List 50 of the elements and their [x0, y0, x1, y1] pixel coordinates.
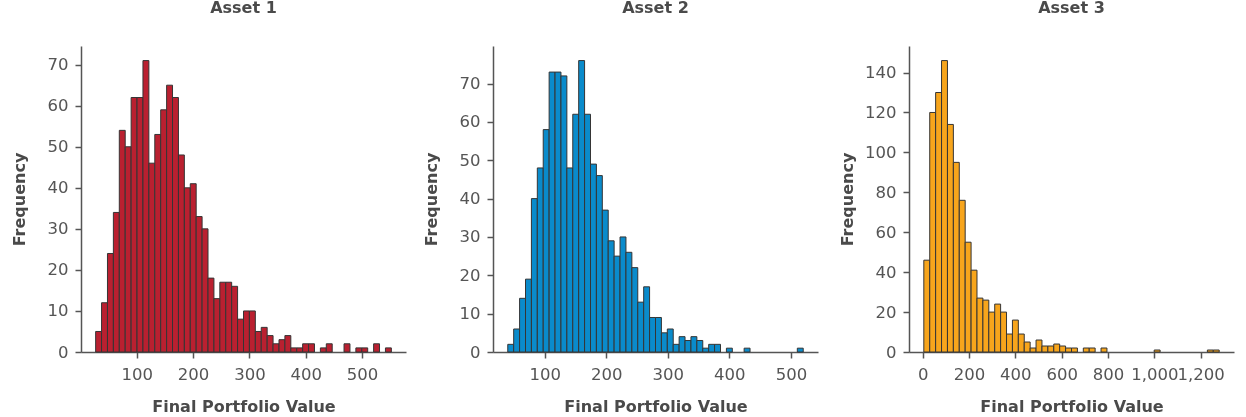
- y-tick-label: 120: [865, 102, 897, 122]
- y-axis-title: Frequency: [421, 152, 441, 247]
- x-tick-label: 400: [714, 364, 746, 384]
- x-tick-label: 800: [1092, 364, 1125, 384]
- x-tick-label: 100: [529, 364, 561, 384]
- y-tick-label: 0: [58, 342, 69, 362]
- y-tick-label: 50: [459, 150, 481, 170]
- y-tick-label: 20: [47, 260, 69, 280]
- y-tick-label: 140: [865, 63, 897, 83]
- x-tick-label: 200: [591, 364, 623, 384]
- x-tick-label: 200: [953, 364, 986, 384]
- y-tick-label: 60: [47, 96, 69, 116]
- y-tick-label: 0: [470, 342, 481, 362]
- y-tick-label: 50: [47, 137, 69, 157]
- y-tick-label: 70: [459, 74, 481, 94]
- x-tick-label: 400: [1000, 364, 1032, 384]
- y-tick-label: 0: [886, 342, 897, 362]
- x-tick-label: 1,200: [1177, 364, 1225, 384]
- y-tick-label: 20: [875, 302, 897, 322]
- y-tick-label: 30: [47, 219, 69, 239]
- x-tick-label: 300: [234, 364, 266, 384]
- y-tick-label: 60: [459, 112, 481, 132]
- y-tick-label: 20: [459, 265, 481, 285]
- x-tick-label: 1,000: [1131, 364, 1179, 384]
- chart-title: Asset 2: [622, 0, 689, 17]
- chart-title: Asset 3: [1038, 0, 1105, 17]
- y-tick-label: 30: [459, 227, 481, 247]
- x-tick-label: 500: [775, 364, 808, 384]
- y-tick-label: 40: [47, 178, 69, 198]
- chart-title: Asset 1: [210, 0, 277, 17]
- x-axis-title: Final Portfolio Value: [152, 396, 336, 416]
- x-axis-title: Final Portfolio Value: [564, 396, 748, 416]
- y-tick-label: 40: [459, 189, 481, 209]
- x-tick-label: 400: [290, 364, 322, 384]
- x-tick-label: 600: [1046, 364, 1078, 384]
- y-tick-label: 70: [47, 55, 69, 75]
- x-tick-label: 500: [346, 364, 379, 384]
- y-tick-label: 40: [875, 262, 897, 282]
- x-tick-label: 100: [121, 364, 154, 384]
- y-tick-label: 10: [459, 304, 481, 324]
- y-tick-label: 10: [47, 301, 69, 321]
- y-axis-title: Frequency: [837, 152, 857, 247]
- x-tick-label: 0: [917, 364, 929, 384]
- y-axis-title: Frequency: [9, 152, 29, 247]
- x-tick-label: 300: [652, 364, 685, 384]
- x-tick-label: 200: [177, 364, 210, 384]
- y-tick-label: 80: [875, 182, 897, 202]
- x-axis-title: Final Portfolio Value: [980, 396, 1164, 416]
- y-tick-label: 100: [865, 142, 897, 162]
- y-tick-label: 60: [875, 222, 897, 242]
